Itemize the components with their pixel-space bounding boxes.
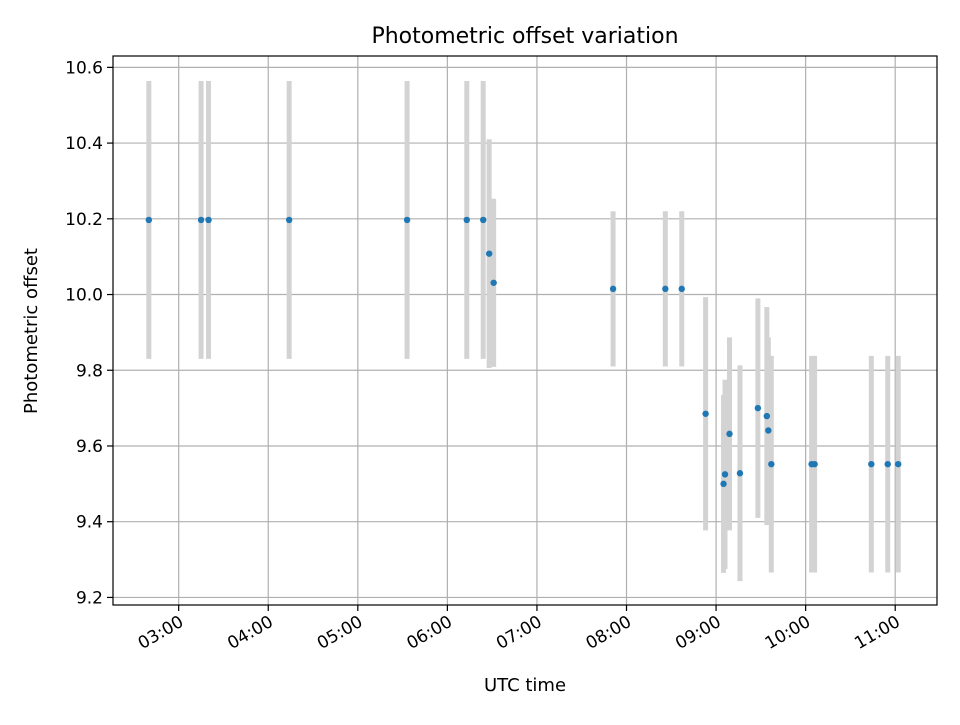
data-point bbox=[702, 410, 709, 417]
y-tick-label: 9.2 bbox=[76, 588, 103, 608]
y-tick-label: 9.6 bbox=[76, 437, 103, 457]
y-tick-label: 9.4 bbox=[76, 513, 103, 533]
data-point bbox=[811, 460, 818, 468]
y-tick-label: 10.4 bbox=[65, 134, 103, 154]
data-point bbox=[736, 470, 744, 477]
y-tick-label: 10.6 bbox=[65, 58, 103, 78]
plot-frame bbox=[112, 55, 938, 606]
data-point bbox=[485, 250, 493, 257]
data-point bbox=[720, 480, 727, 488]
y-tick-label: 10.0 bbox=[65, 286, 103, 306]
plot-area bbox=[113, 56, 937, 605]
data-point bbox=[197, 216, 205, 224]
data-point bbox=[609, 285, 617, 293]
data-point bbox=[480, 216, 487, 224]
data-point bbox=[285, 216, 293, 224]
grid bbox=[113, 56, 937, 605]
data-point bbox=[868, 460, 875, 468]
data-point bbox=[205, 216, 212, 224]
data-point bbox=[403, 216, 411, 224]
y-tick-label: 9.8 bbox=[76, 361, 103, 381]
data-point bbox=[463, 216, 470, 224]
data-point bbox=[145, 216, 153, 224]
y-axis-label: Photometric offset bbox=[21, 248, 42, 414]
data-point bbox=[726, 430, 733, 438]
y-tick-label: 10.2 bbox=[65, 210, 103, 230]
data-point bbox=[490, 279, 497, 286]
data-points bbox=[145, 216, 902, 488]
data-point bbox=[763, 412, 771, 420]
data-point bbox=[721, 471, 729, 478]
y-axis-ticks: 9.2 9.4 9.6 9.8 10.0 10.2 10.4 10.6 bbox=[65, 58, 113, 608]
data-point bbox=[884, 460, 891, 468]
chart-title: Photometric offset variation bbox=[371, 24, 678, 49]
data-point bbox=[678, 285, 685, 293]
data-point bbox=[765, 427, 772, 434]
data-point bbox=[894, 460, 902, 468]
data-point bbox=[768, 460, 775, 468]
data-point bbox=[662, 285, 669, 293]
x-axis-label: UTC time bbox=[484, 675, 566, 696]
data-point bbox=[754, 404, 762, 412]
